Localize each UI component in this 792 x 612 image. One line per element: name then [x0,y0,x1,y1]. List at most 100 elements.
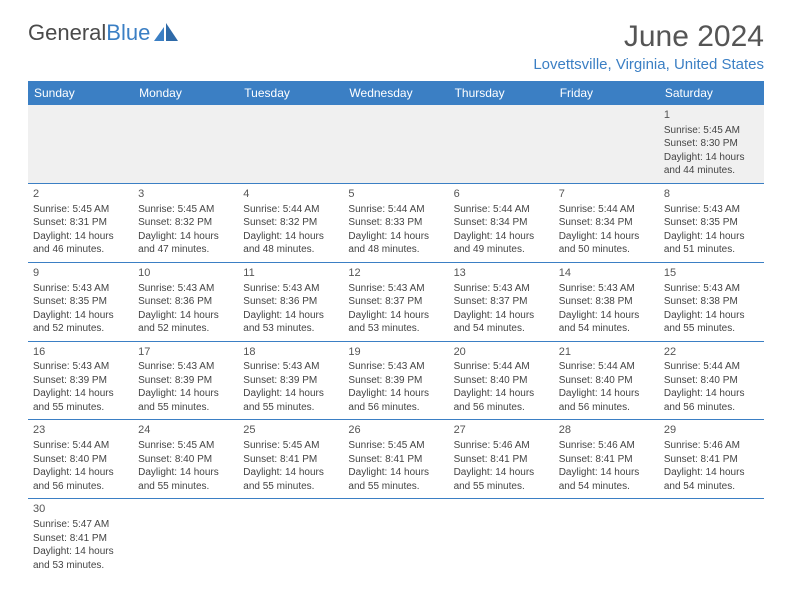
sunrise-line: Sunrise: 5:43 AM [138,282,233,296]
sunrise-line: Sunrise: 5:43 AM [664,203,759,217]
calendar-cell: 21Sunrise: 5:44 AMSunset: 8:40 PMDayligh… [554,341,659,420]
day-number: 9 [33,266,128,281]
header: GeneralBlue June 2024 Lovettsville, Virg… [28,20,764,73]
calendar-cell [133,499,238,577]
daylight-line: Daylight: 14 hours and 44 minutes. [664,151,759,178]
sunset-line: Sunset: 8:40 PM [559,374,654,388]
daylight-line: Daylight: 14 hours and 54 minutes. [664,466,759,493]
sunset-line: Sunset: 8:41 PM [33,532,128,546]
sunrise-line: Sunrise: 5:45 AM [348,439,443,453]
calendar-cell: 18Sunrise: 5:43 AMSunset: 8:39 PMDayligh… [238,341,343,420]
sunrise-line: Sunrise: 5:45 AM [243,439,338,453]
calendar-body: 1Sunrise: 5:45 AMSunset: 8:30 PMDaylight… [28,105,764,577]
weekday-header: Saturday [659,81,764,105]
calendar-table: SundayMondayTuesdayWednesdayThursdayFrid… [28,81,764,577]
calendar-cell: 14Sunrise: 5:43 AMSunset: 8:38 PMDayligh… [554,262,659,341]
calendar-cell: 5Sunrise: 5:44 AMSunset: 8:33 PMDaylight… [343,183,448,262]
sunset-line: Sunset: 8:40 PM [664,374,759,388]
calendar-cell: 16Sunrise: 5:43 AMSunset: 8:39 PMDayligh… [28,341,133,420]
day-number: 4 [243,187,338,202]
sunset-line: Sunset: 8:39 PM [138,374,233,388]
sunset-line: Sunset: 8:41 PM [348,453,443,467]
sunrise-line: Sunrise: 5:45 AM [138,203,233,217]
day-number: 12 [348,266,443,281]
sunset-line: Sunset: 8:36 PM [243,295,338,309]
day-number: 5 [348,187,443,202]
logo-text-1: General [28,20,106,46]
sunset-line: Sunset: 8:39 PM [33,374,128,388]
sunset-line: Sunset: 8:36 PM [138,295,233,309]
day-number: 26 [348,423,443,438]
daylight-line: Daylight: 14 hours and 56 minutes. [33,466,128,493]
sunrise-line: Sunrise: 5:43 AM [348,360,443,374]
calendar-cell: 26Sunrise: 5:45 AMSunset: 8:41 PMDayligh… [343,420,448,499]
sunset-line: Sunset: 8:32 PM [138,216,233,230]
calendar-cell: 28Sunrise: 5:46 AMSunset: 8:41 PMDayligh… [554,420,659,499]
sunset-line: Sunset: 8:39 PM [243,374,338,388]
sunset-line: Sunset: 8:39 PM [348,374,443,388]
daylight-line: Daylight: 14 hours and 56 minutes. [664,387,759,414]
calendar-row: 9Sunrise: 5:43 AMSunset: 8:35 PMDaylight… [28,262,764,341]
daylight-line: Daylight: 14 hours and 53 minutes. [348,309,443,336]
weekday-header: Thursday [449,81,554,105]
daylight-line: Daylight: 14 hours and 49 minutes. [454,230,549,257]
daylight-line: Daylight: 14 hours and 55 minutes. [138,466,233,493]
month-title: June 2024 [533,20,764,54]
calendar-cell: 12Sunrise: 5:43 AMSunset: 8:37 PMDayligh… [343,262,448,341]
sunset-line: Sunset: 8:37 PM [348,295,443,309]
sunrise-line: Sunrise: 5:45 AM [664,124,759,138]
calendar-cell: 27Sunrise: 5:46 AMSunset: 8:41 PMDayligh… [449,420,554,499]
day-number: 18 [243,345,338,360]
weekday-header: Wednesday [343,81,448,105]
daylight-line: Daylight: 14 hours and 53 minutes. [243,309,338,336]
location-text: Lovettsville, Virginia, United States [533,56,764,73]
calendar-cell: 4Sunrise: 5:44 AMSunset: 8:32 PMDaylight… [238,183,343,262]
day-number: 19 [348,345,443,360]
calendar-cell: 17Sunrise: 5:43 AMSunset: 8:39 PMDayligh… [133,341,238,420]
daylight-line: Daylight: 14 hours and 55 minutes. [454,466,549,493]
weekday-header: Tuesday [238,81,343,105]
day-number: 13 [454,266,549,281]
sunrise-line: Sunrise: 5:44 AM [454,360,549,374]
weekday-header: Monday [133,81,238,105]
sunrise-line: Sunrise: 5:44 AM [559,203,654,217]
sunrise-line: Sunrise: 5:44 AM [664,360,759,374]
calendar-cell: 11Sunrise: 5:43 AMSunset: 8:36 PMDayligh… [238,262,343,341]
daylight-line: Daylight: 14 hours and 55 minutes. [664,309,759,336]
calendar-cell: 30Sunrise: 5:47 AMSunset: 8:41 PMDayligh… [28,499,133,577]
day-number: 25 [243,423,338,438]
sunset-line: Sunset: 8:40 PM [138,453,233,467]
sunset-line: Sunset: 8:34 PM [559,216,654,230]
day-number: 15 [664,266,759,281]
daylight-line: Daylight: 14 hours and 54 minutes. [559,466,654,493]
logo: GeneralBlue [28,20,180,46]
sunset-line: Sunset: 8:31 PM [33,216,128,230]
sunset-line: Sunset: 8:41 PM [243,453,338,467]
calendar-cell: 9Sunrise: 5:43 AMSunset: 8:35 PMDaylight… [28,262,133,341]
calendar-cell: 24Sunrise: 5:45 AMSunset: 8:40 PMDayligh… [133,420,238,499]
sunrise-line: Sunrise: 5:43 AM [138,360,233,374]
calendar-header-row: SundayMondayTuesdayWednesdayThursdayFrid… [28,81,764,105]
daylight-line: Daylight: 14 hours and 56 minutes. [348,387,443,414]
day-number: 30 [33,502,128,517]
calendar-cell [449,105,554,183]
daylight-line: Daylight: 14 hours and 56 minutes. [454,387,549,414]
sunrise-line: Sunrise: 5:43 AM [33,282,128,296]
sunrise-line: Sunrise: 5:43 AM [559,282,654,296]
sunset-line: Sunset: 8:35 PM [664,216,759,230]
calendar-cell: 1Sunrise: 5:45 AMSunset: 8:30 PMDaylight… [659,105,764,183]
sunrise-line: Sunrise: 5:43 AM [33,360,128,374]
sunrise-line: Sunrise: 5:43 AM [348,282,443,296]
sunset-line: Sunset: 8:41 PM [664,453,759,467]
day-number: 27 [454,423,549,438]
calendar-cell [133,105,238,183]
calendar-cell: 10Sunrise: 5:43 AMSunset: 8:36 PMDayligh… [133,262,238,341]
daylight-line: Daylight: 14 hours and 52 minutes. [33,309,128,336]
calendar-cell [238,499,343,577]
day-number: 17 [138,345,233,360]
calendar-cell: 20Sunrise: 5:44 AMSunset: 8:40 PMDayligh… [449,341,554,420]
sunset-line: Sunset: 8:38 PM [559,295,654,309]
sunrise-line: Sunrise: 5:45 AM [138,439,233,453]
calendar-cell: 15Sunrise: 5:43 AMSunset: 8:38 PMDayligh… [659,262,764,341]
weekday-header: Friday [554,81,659,105]
